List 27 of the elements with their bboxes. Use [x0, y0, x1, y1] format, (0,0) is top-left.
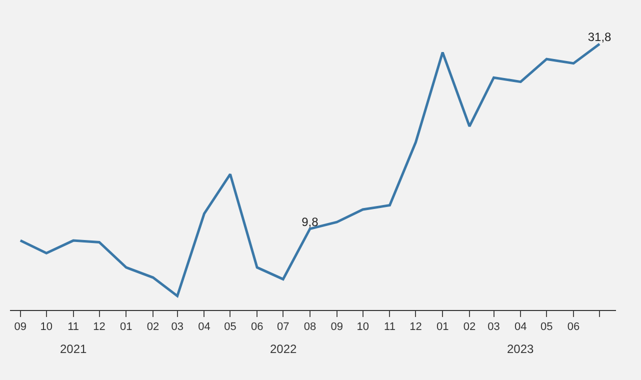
x-tick-label: 11 — [384, 321, 396, 334]
x-tick-label: 04 — [514, 321, 527, 334]
x-tick-label: 03 — [171, 321, 184, 334]
x-tick-label: 09 — [14, 321, 27, 334]
text: 2021 — [60, 342, 88, 356]
x-tick-label: 10 — [356, 321, 369, 334]
x-tick-label: 02 — [463, 321, 476, 334]
x-tick-label: 07 — [276, 321, 290, 334]
x-tick-label: 02 — [146, 321, 160, 334]
x-tick-label: 12 — [410, 321, 422, 334]
x-tick-label: 04 — [198, 321, 210, 334]
x-tick-label: 09 — [330, 321, 343, 334]
data-label: 9,8 — [302, 214, 319, 229]
x-tick-label: 06 — [250, 321, 264, 334]
text: 2022 — [270, 342, 298, 356]
x-tick-label: 03 — [488, 321, 500, 334]
x-tick-label: 05 — [540, 321, 553, 334]
x-tick-label: 01 — [120, 321, 132, 334]
x-tick-label: 11 — [68, 321, 79, 334]
x-tick-label: 05 — [224, 321, 236, 334]
text: 2023 — [507, 342, 534, 356]
x-tick-label: 01 — [436, 321, 449, 334]
x-tick-label: 06 — [567, 321, 580, 334]
x-tick-label: 08 — [304, 321, 316, 334]
data-label: 31,8 — [588, 30, 612, 44]
x-tick-label: 10 — [40, 321, 53, 334]
x-tick-label: 12 — [93, 321, 106, 334]
